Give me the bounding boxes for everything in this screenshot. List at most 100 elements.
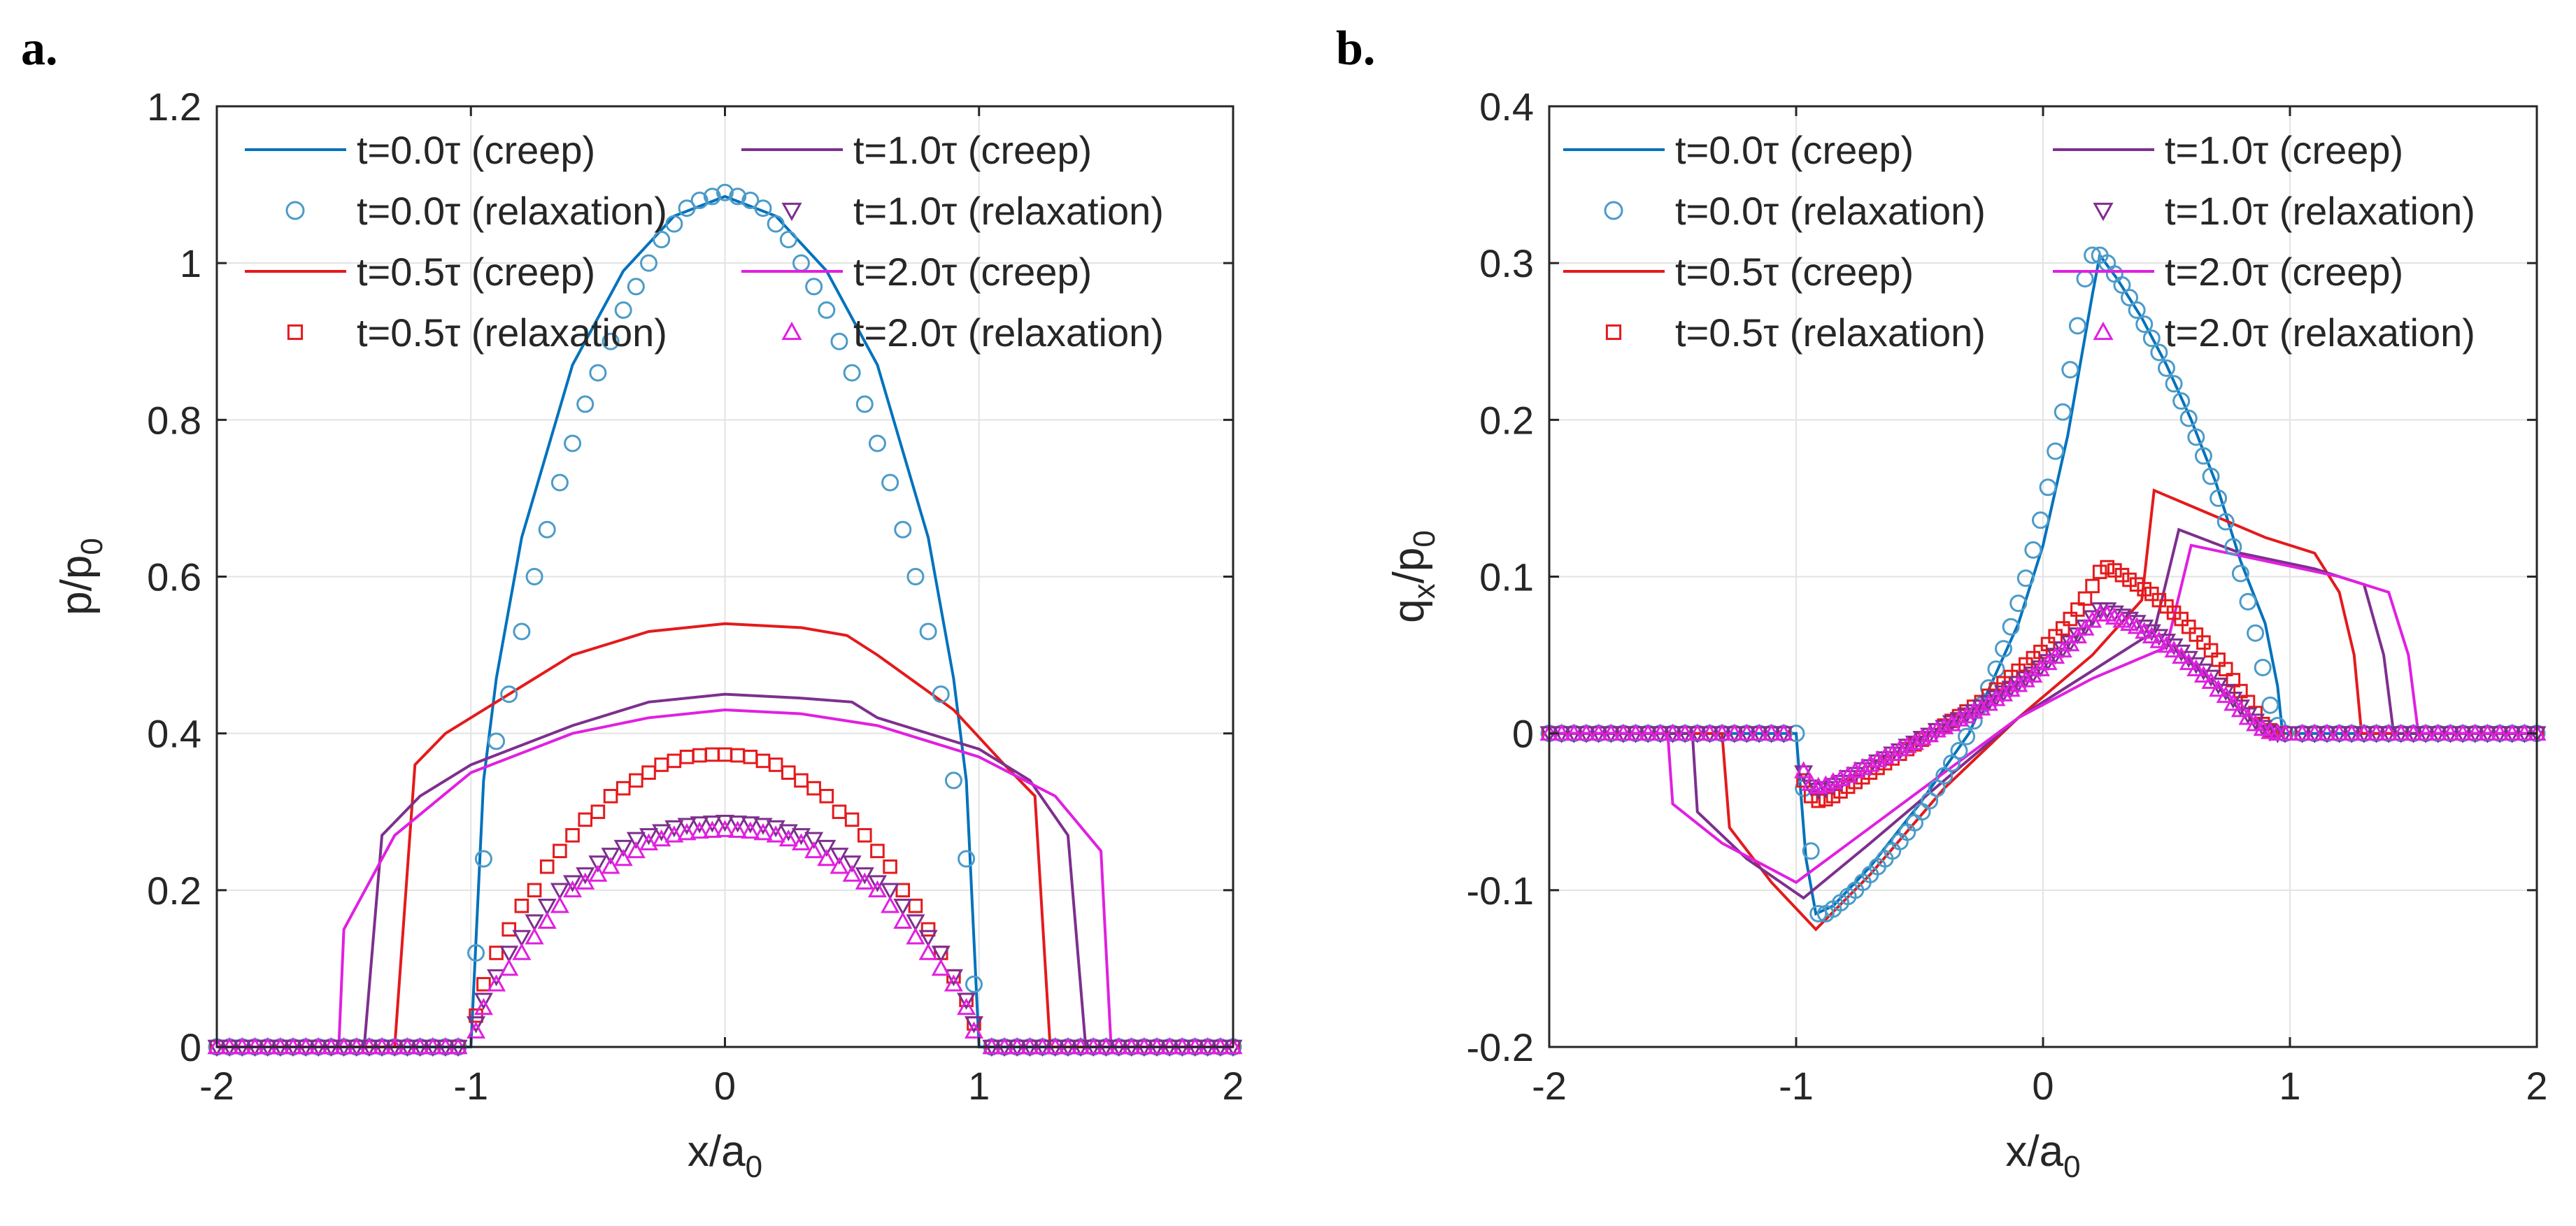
data-point [1987, 660, 2005, 678]
y-axis-label: p/p0 [52, 538, 109, 615]
data-point [2403, 723, 2424, 741]
data-point [870, 843, 885, 859]
data-point [957, 992, 976, 1010]
data-point [1986, 689, 2006, 706]
data-point [565, 828, 580, 843]
data-point [499, 946, 519, 963]
data-point [513, 622, 531, 641]
data-point [2001, 679, 2021, 697]
data-point [563, 875, 583, 892]
data-point [2440, 723, 2460, 741]
data-point [2465, 723, 2485, 741]
data-point [525, 927, 544, 945]
data-point [728, 815, 748, 833]
data-point [2209, 679, 2228, 697]
data-point [564, 434, 582, 452]
data-point [539, 859, 555, 874]
data-point [2122, 572, 2137, 587]
data-point [2033, 644, 2048, 660]
data-point [2254, 659, 2272, 677]
data-point [2216, 513, 2235, 531]
data-point [537, 898, 557, 916]
data-point [652, 824, 671, 841]
data-point [1935, 767, 1954, 785]
data-point [741, 821, 760, 839]
data-point [965, 975, 983, 993]
legend-label: t=1.0τ (relaxation) [853, 189, 1164, 233]
data-point [2128, 301, 2146, 319]
data-point [1794, 761, 1814, 778]
data-point [1958, 727, 1976, 746]
data-point [641, 765, 656, 780]
data-point [805, 278, 823, 296]
data-point [2135, 315, 2154, 334]
data-point [919, 622, 937, 641]
data-point [2105, 607, 2124, 625]
data-point [753, 818, 773, 835]
data-point [918, 943, 938, 960]
data-point [2203, 643, 2219, 658]
data-point [791, 833, 811, 850]
data-point [2275, 723, 2295, 741]
y-tick-label: -0.1 [1467, 869, 1535, 913]
data-point [741, 192, 760, 209]
data-point [2379, 723, 2398, 741]
data-point [2186, 659, 2206, 677]
data-point [964, 1016, 984, 1034]
data-point [2149, 631, 2169, 648]
data-point [489, 946, 504, 960]
x-tick-label: 2 [2526, 1064, 2547, 1108]
chart-a: -2 -1 0 1 2 0 0.2 0.4 0.6 0.8 1 1.2 x/a0 p/p0 t=0.0τ (… [52, 85, 1244, 1184]
data-point [2230, 699, 2250, 718]
panel-label-a: a. [21, 22, 58, 76]
data-point [1774, 723, 1793, 741]
data-point [2428, 723, 2448, 741]
data-point [881, 473, 899, 492]
y-tick-label: 0.2 [1479, 398, 1534, 442]
series-line-3 [217, 708, 1233, 1048]
data-point [664, 820, 684, 838]
data-point [590, 804, 606, 820]
x-tick-label: 0 [2032, 1064, 2054, 1108]
legend-swatch [1604, 201, 1623, 220]
legend: t=0.0τ (creep) t=1.0τ (creep) t=0.0τ (rela… [245, 128, 1164, 355]
data-point [613, 839, 633, 857]
data-point [2179, 653, 2198, 671]
data-point [715, 815, 735, 832]
data-point [2114, 567, 2130, 583]
data-point [2503, 723, 2522, 741]
legend: t=0.0τ (creep) t=1.0τ (creep) t=0.0τ (rela… [1563, 128, 2475, 355]
data-point [779, 231, 797, 249]
data-point [614, 301, 632, 319]
data-point [2070, 602, 2085, 617]
x-tick-label: -2 [199, 1064, 234, 1108]
data-point [702, 815, 722, 833]
data-point [474, 850, 492, 868]
data-point [1860, 755, 1880, 772]
data-point [2142, 626, 2161, 643]
x-tick-label: 0 [714, 1064, 736, 1108]
data-point [576, 395, 595, 413]
data-point [2218, 662, 2233, 677]
data-point [2293, 723, 2312, 741]
data-point [665, 215, 683, 233]
data-point [2098, 604, 2117, 622]
data-point [2196, 635, 2211, 650]
y-tick-label: 0.4 [1479, 85, 1534, 129]
data-point [1949, 709, 1969, 727]
series-line-3 [1549, 543, 2537, 884]
data-point [2039, 478, 2057, 497]
data-point [2179, 409, 2198, 427]
data-point [1993, 684, 2014, 701]
data-point [488, 732, 506, 750]
data-point [1979, 693, 1998, 711]
data-point [1762, 723, 1781, 741]
data-point [2216, 685, 2235, 704]
data-point [1875, 747, 1895, 764]
data-point [2120, 613, 2140, 632]
data-point [2112, 611, 2132, 628]
data-point [2223, 693, 2243, 711]
data-point [2209, 489, 2228, 507]
legend-label: t=0.5τ (creep) [357, 250, 595, 294]
data-point [588, 855, 608, 873]
